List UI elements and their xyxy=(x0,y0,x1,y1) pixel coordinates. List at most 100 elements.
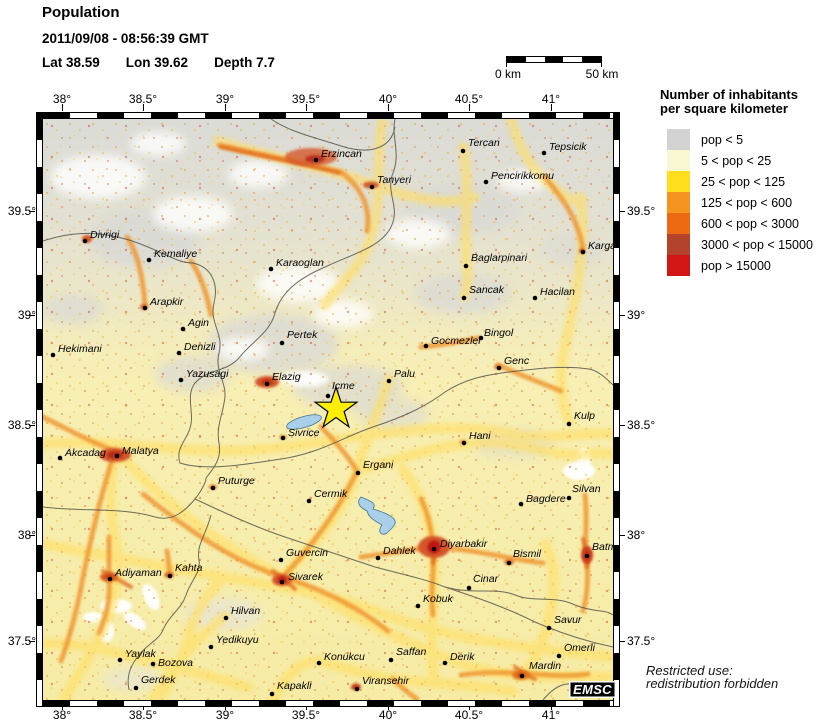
city-marker-bagdere: Bagdere xyxy=(518,493,566,507)
city-marker-saffan: Saffan xyxy=(388,646,427,663)
city-dot xyxy=(431,546,437,552)
city-dot xyxy=(580,249,586,255)
axis-tick-left xyxy=(29,535,35,536)
axis-tick-right xyxy=(619,425,625,426)
city-label: Pertek xyxy=(287,329,318,341)
axis-label-left: 39° xyxy=(17,308,36,322)
scale-segment xyxy=(507,57,526,62)
axis-tick-top xyxy=(551,104,552,111)
axis-label-right: 38.5° xyxy=(627,418,656,432)
city-marker-omerli: Omerli xyxy=(556,642,596,659)
legend-item-label: 25 < pop < 125 xyxy=(701,174,786,189)
city-dot xyxy=(388,657,394,663)
city-label: Kobuk xyxy=(423,593,454,605)
axis-label-right: 37.5° xyxy=(627,634,656,648)
map-border-left xyxy=(36,112,43,707)
city-dot xyxy=(546,625,552,631)
legend-title-line2: per square kilometer xyxy=(660,101,788,116)
axis-label-bottom: 39.5° xyxy=(291,708,321,722)
legend-item: 5 < pop < 25 xyxy=(667,150,822,171)
city-label: Bozova xyxy=(158,657,193,669)
city-dot xyxy=(180,326,186,332)
city-dot xyxy=(556,653,562,659)
city-label: Hani xyxy=(469,430,491,442)
city-marker-derik: Derik xyxy=(442,651,475,666)
axis-tick-top xyxy=(469,104,470,111)
city-label: Ergani xyxy=(363,459,394,471)
legend-swatch xyxy=(667,129,690,150)
axis-label-left: 38.5° xyxy=(7,418,36,432)
axis-tick-top xyxy=(143,104,144,111)
city-dot xyxy=(442,660,448,666)
city-dot xyxy=(463,263,469,269)
city-label: Gerdek xyxy=(141,674,176,686)
city-marker-kahta: Kahta xyxy=(167,562,203,579)
city-label: Arapkir xyxy=(149,296,184,308)
scale-label-zero: 0 km xyxy=(494,67,522,81)
city-label: Kahta xyxy=(175,562,203,574)
axis-tick-bottom xyxy=(306,705,307,710)
legend-item-label: 125 < pop < 600 xyxy=(701,195,793,210)
axis-tick-right xyxy=(619,535,625,536)
map-border-right xyxy=(613,112,620,707)
legend-item-label: pop < 5 xyxy=(701,132,744,147)
city-marker-pertek: Pertek xyxy=(279,329,318,346)
city-marker-palu: Palu xyxy=(386,368,415,384)
city-marker-sancak: Sancak xyxy=(461,284,505,301)
city-label: Omerli xyxy=(564,642,596,654)
city-label: Tepsicik xyxy=(549,141,587,153)
city-label: Genc xyxy=(504,355,530,367)
axis-label-top: 39° xyxy=(215,92,235,106)
city-label: Pencirikkomu xyxy=(491,170,554,182)
page-title: Population xyxy=(42,4,120,21)
scale-segment xyxy=(525,57,545,62)
city-dot xyxy=(114,453,120,459)
city-dot xyxy=(313,157,319,163)
epicenter-star xyxy=(313,385,359,429)
city-marker-batm: Batm xyxy=(584,541,613,559)
axis-label-top: 41° xyxy=(541,92,561,106)
city-dot xyxy=(178,377,184,383)
event-coordinates: Lat 38.59 Lon 39.62 Depth 7.7 xyxy=(42,55,275,70)
city-layer: Erzincan Tercan Tepsicik Tanyeri Pencirikkom… xyxy=(50,137,613,697)
legend-item: pop < 5 xyxy=(667,129,822,150)
axis-tick-left xyxy=(29,211,35,212)
city-dot xyxy=(460,148,466,154)
city-marker-pencirikkomu: Pencirikkomu xyxy=(483,170,554,185)
city-dot xyxy=(369,184,375,190)
event-latitude: Lat 38.59 xyxy=(42,55,100,70)
axis-label-top: 40° xyxy=(378,92,398,106)
city-label: Silvan xyxy=(572,483,601,495)
legend-swatch xyxy=(667,234,690,255)
legend-item: 3000 < pop < 15000 xyxy=(667,234,822,255)
axis-tick-bottom xyxy=(551,705,552,710)
city-label: Viransehir xyxy=(362,675,410,687)
axis-tick-left xyxy=(29,315,35,316)
city-marker-tanyeri: Tanyeri xyxy=(369,174,412,190)
emsc-logo: EMSC xyxy=(569,681,616,698)
lake-reservoir xyxy=(358,496,396,535)
city-dot xyxy=(208,644,214,650)
city-dot xyxy=(278,557,284,563)
city-dot xyxy=(518,501,524,507)
city-label: Sivrice xyxy=(288,427,320,439)
city-dot xyxy=(461,440,467,446)
legend-item-label: 3000 < pop < 15000 xyxy=(701,237,813,252)
population-map-frame: Erzincan Tercan Tepsicik Tanyeri Pencirikkom… xyxy=(36,112,620,707)
legend-swatch xyxy=(667,150,690,171)
city-marker-arapkir: Arapkir xyxy=(142,296,184,311)
scale-bar-segments xyxy=(506,56,602,63)
city-marker-ergani: Ergani xyxy=(355,459,394,476)
city-marker-sivarek: Sivarek xyxy=(279,571,324,585)
city-dot xyxy=(566,495,572,501)
city-dot xyxy=(423,343,429,349)
city-marker-silvan: Silvan xyxy=(566,483,601,501)
city-label: Mardin xyxy=(529,660,561,672)
axis-tick-bottom xyxy=(469,705,470,710)
scale-tick xyxy=(506,63,507,67)
city-label: Guvercin xyxy=(286,547,328,559)
city-marker-hilvan: Hilvan xyxy=(223,605,260,621)
city-marker-hani: Hani xyxy=(461,430,491,446)
city-dot xyxy=(82,238,88,244)
city-dot xyxy=(146,257,152,263)
